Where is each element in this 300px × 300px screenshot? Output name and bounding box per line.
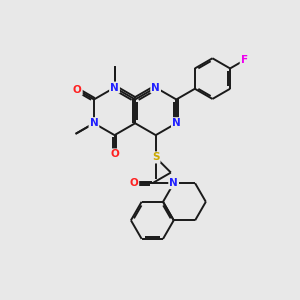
Text: N: N — [152, 82, 160, 93]
Text: S: S — [152, 152, 160, 162]
Text: N: N — [90, 118, 98, 128]
Text: O: O — [73, 85, 82, 95]
Text: N: N — [152, 82, 160, 93]
Text: O: O — [73, 85, 82, 95]
Text: O: O — [130, 178, 138, 188]
Text: F: F — [241, 55, 248, 65]
Text: N: N — [110, 82, 119, 93]
Text: N: N — [172, 118, 181, 128]
Text: N: N — [90, 118, 98, 128]
Text: N: N — [110, 82, 119, 93]
Text: O: O — [110, 149, 119, 160]
Text: F: F — [241, 55, 248, 65]
Text: N: N — [169, 178, 178, 188]
Text: S: S — [152, 152, 160, 162]
Text: O: O — [110, 149, 119, 160]
Text: O: O — [130, 178, 138, 188]
Text: N: N — [169, 178, 178, 188]
Text: N: N — [172, 118, 181, 128]
